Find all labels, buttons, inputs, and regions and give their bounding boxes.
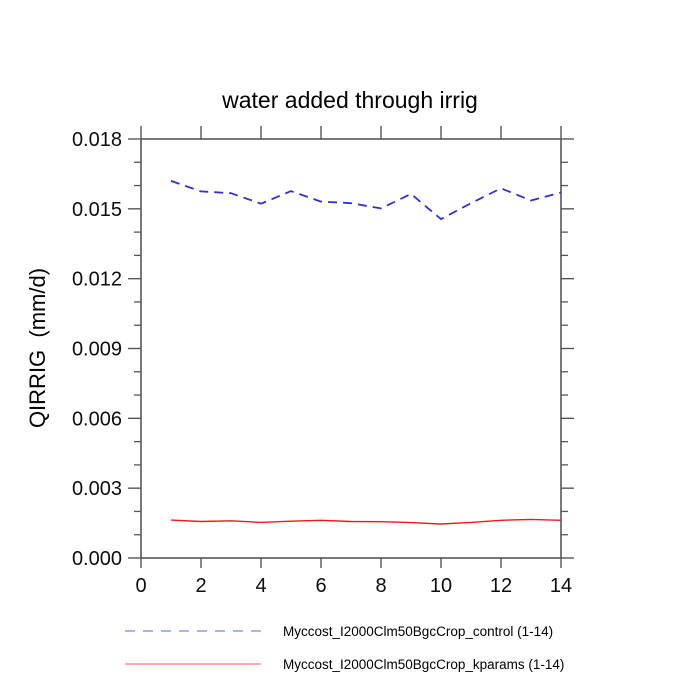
x-tick-label: 2 [195, 575, 206, 597]
legend-item-kparams: Myccost_I2000Clm50BgcCrop_kparams (1-14) [125, 656, 565, 672]
y-tick-label: 0.012 [72, 269, 122, 291]
x-tick-label: 6 [315, 575, 326, 597]
x-tick-label: 4 [255, 575, 266, 597]
plot-frame [140, 138, 562, 559]
y-tick-label: 0.006 [72, 408, 122, 430]
legend-dashed-line-sample [125, 630, 261, 632]
legend-item-control: Myccost_I2000Clm50BgcCrop_control (1-14) [125, 623, 554, 639]
y-tick-label: 0.000 [72, 548, 122, 570]
x-tick-label: 14 [550, 575, 572, 597]
y-tick-label: 0.003 [72, 478, 122, 500]
x-tick-label: 8 [375, 575, 386, 597]
legend-solid-line-sample [125, 663, 261, 665]
x-tick-label: 12 [490, 575, 512, 597]
y-tick-label: 0.018 [72, 129, 122, 151]
y-tick-label: 0.015 [72, 199, 122, 221]
series-line-1 [170, 518, 562, 525]
legend-label-kparams: Myccost_I2000Clm50BgcCrop_kparams (1-14) [283, 656, 565, 672]
y-tick-label: 0.009 [72, 339, 122, 361]
x-tick-label: 10 [430, 575, 452, 597]
chart-title: water added through irrig [222, 87, 478, 113]
x-tick-label: 0 [135, 575, 146, 597]
legend-label-control: Myccost_I2000Clm50BgcCrop_control (1-14) [283, 623, 554, 639]
series-line-0 [170, 180, 562, 221]
